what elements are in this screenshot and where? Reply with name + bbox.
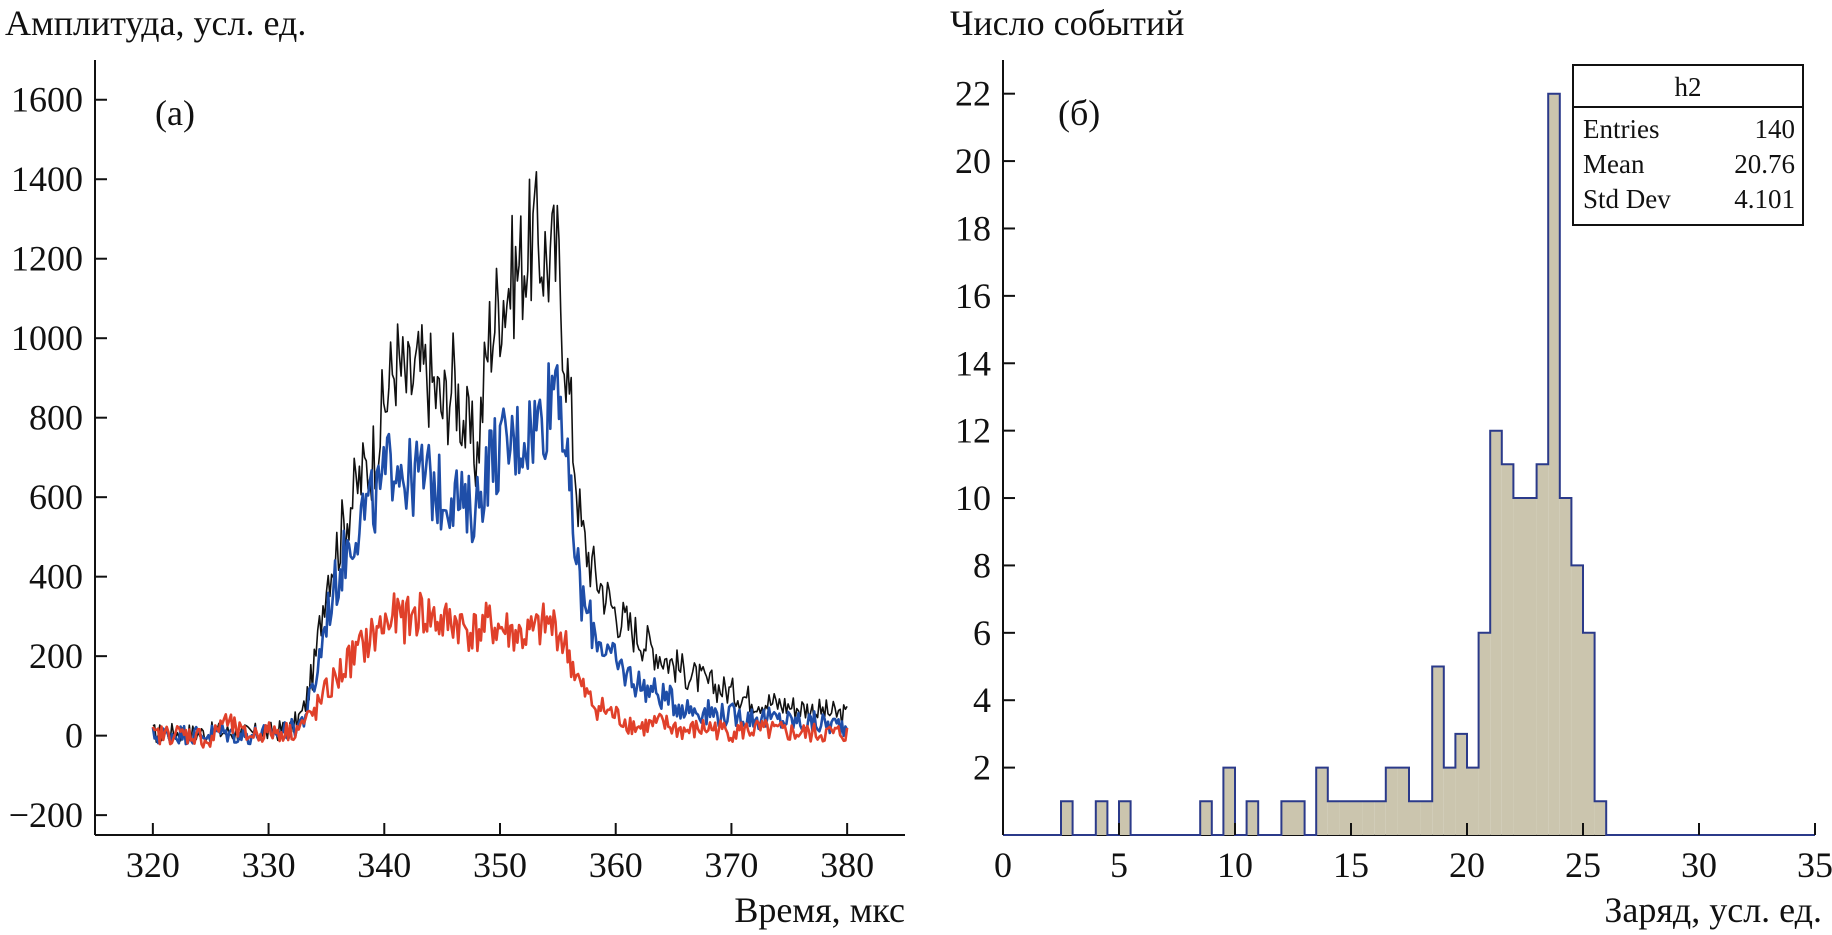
histogram-bar <box>1443 767 1456 835</box>
histogram-bar <box>1594 801 1607 835</box>
x-tick-label-b: 10 <box>1217 845 1253 885</box>
y-tick-label-b: 6 <box>973 613 991 653</box>
amplitude-time-chart: Амплитуда, усл. ед. (а) −200 0 200 400 600 80… <box>5 3 905 930</box>
stats-box-title: h2 <box>1675 72 1702 102</box>
y-tick-label-a: 400 <box>29 557 83 597</box>
y-ticks-b: 2 4 6 8 10 12 14 16 18 20 22 <box>955 74 1015 788</box>
x-tick-label-b: 15 <box>1333 845 1369 885</box>
stats-value-entries: 140 <box>1755 114 1796 144</box>
histogram-bar <box>1339 801 1351 835</box>
series-line-a <box>151 362 849 746</box>
x-tick-label-a: 320 <box>126 845 180 885</box>
histogram-bar <box>1281 801 1293 835</box>
x-tick-label-b: 30 <box>1681 845 1717 885</box>
histogram-bar <box>1536 464 1549 835</box>
y-tick-label-a: 600 <box>29 477 83 517</box>
histogram-bar <box>1223 767 1235 835</box>
histogram-bar <box>1571 565 1583 835</box>
y-axis-title-a: Амплитуда, усл. ед. <box>5 3 306 43</box>
x-tick-label-b: 35 <box>1797 845 1832 885</box>
histogram-bar <box>1501 464 1514 835</box>
histogram-bar <box>1583 632 1595 835</box>
stats-box-frame <box>1572 64 1804 226</box>
series-group-a <box>151 171 849 749</box>
y-tick-label-b: 4 <box>973 680 991 720</box>
histogram-bar <box>1548 93 1560 835</box>
histogram-outline <box>1003 92 1815 836</box>
y-tick-label-b: 20 <box>955 141 991 181</box>
y-tick-label-a: 1600 <box>11 80 83 120</box>
stats-label-entries: Entries <box>1583 114 1659 144</box>
x-axis-title-b: Заряд, усл. ед. <box>1604 890 1822 930</box>
y-tick-label-a: 0 <box>65 716 83 756</box>
histogram-bar <box>1374 801 1386 835</box>
histogram-bar <box>1432 666 1444 835</box>
x-tick-label-b: 25 <box>1565 845 1601 885</box>
histogram-bar <box>1362 801 1375 835</box>
x-axis-title-a: Время, мкс <box>734 890 905 930</box>
stats-value-stddev: 4.101 <box>1734 184 1795 214</box>
histogram-bar <box>1095 801 1108 835</box>
histogram-bar <box>1385 767 1398 835</box>
x-tick-label-a: 330 <box>242 845 296 885</box>
y-tick-label-a: 1200 <box>11 239 83 279</box>
y-ticks-a: −200 0 200 400 600 800 1000 1200 1400 1600 <box>9 80 107 835</box>
x-tick-label-b: 20 <box>1449 845 1485 885</box>
histogram-bar <box>1478 632 1491 835</box>
panel-label-b: (б) <box>1058 93 1100 133</box>
y-tick-label-a: −200 <box>9 795 83 835</box>
stats-label-mean: Mean <box>1583 149 1645 179</box>
histogram-bar <box>1467 767 1479 835</box>
x-ticks-a: 320 330 340 350 360 370 380 <box>126 823 874 885</box>
series-line-a <box>151 591 849 749</box>
panel-label-a: (а) <box>155 93 195 133</box>
histogram-bar <box>1490 430 1502 835</box>
x-tick-label-b: 5 <box>1110 845 1128 885</box>
y-tick-label-b: 8 <box>973 545 991 585</box>
x-tick-label-a: 360 <box>589 845 643 885</box>
y-tick-label-a: 1000 <box>11 318 83 358</box>
histogram-bar <box>1351 801 1363 835</box>
histogram-bar <box>1513 498 1525 835</box>
histogram-bar <box>1316 767 1328 835</box>
charge-histogram-chart: Число событий (б) 2 4 6 8 10 12 14 16 18 20 22 0 5 1… <box>950 3 1832 930</box>
y-axis-title-b: Число событий <box>950 3 1184 43</box>
stats-label-stddev: Std Dev <box>1583 184 1671 214</box>
stats-value-mean: 20.76 <box>1734 149 1795 179</box>
x-tick-label-a: 370 <box>704 845 758 885</box>
x-tick-label-a: 380 <box>820 845 874 885</box>
x-tick-label-a: 340 <box>357 845 411 885</box>
histogram-bar <box>1420 801 1433 835</box>
y-tick-label-b: 12 <box>955 411 991 451</box>
histogram-bar <box>1525 498 1537 835</box>
stats-box: h2 Entries 140 Mean 20.76 Std Dev 4.101 <box>1572 64 1804 226</box>
y-tick-label-a: 1400 <box>11 159 83 199</box>
histogram-bar <box>1409 801 1421 835</box>
y-tick-label-b: 18 <box>955 208 991 248</box>
x-tick-label-b: 0 <box>994 845 1012 885</box>
y-tick-label-a: 800 <box>29 398 83 438</box>
histogram-bar <box>1397 767 1409 835</box>
y-tick-label-a: 200 <box>29 636 83 676</box>
histogram-bar <box>1061 801 1073 835</box>
x-tick-label-a: 350 <box>473 845 527 885</box>
y-tick-label-b: 2 <box>973 748 991 788</box>
histogram-bar <box>1200 801 1212 835</box>
x-ticks-b: 0 5 10 15 20 25 30 35 <box>994 823 1832 885</box>
histogram-bar <box>1327 801 1340 835</box>
histogram-bars <box>1061 93 1607 835</box>
histogram-bar <box>1246 801 1259 835</box>
histogram-bar <box>1119 801 1131 835</box>
y-tick-label-b: 14 <box>955 343 991 383</box>
y-tick-label-b: 10 <box>955 478 991 518</box>
histogram-bar <box>1455 733 1467 835</box>
histogram-bar <box>1293 801 1305 835</box>
histogram-bar <box>1559 498 1572 835</box>
y-tick-label-b: 16 <box>955 276 991 316</box>
y-tick-label-b: 22 <box>955 74 991 114</box>
